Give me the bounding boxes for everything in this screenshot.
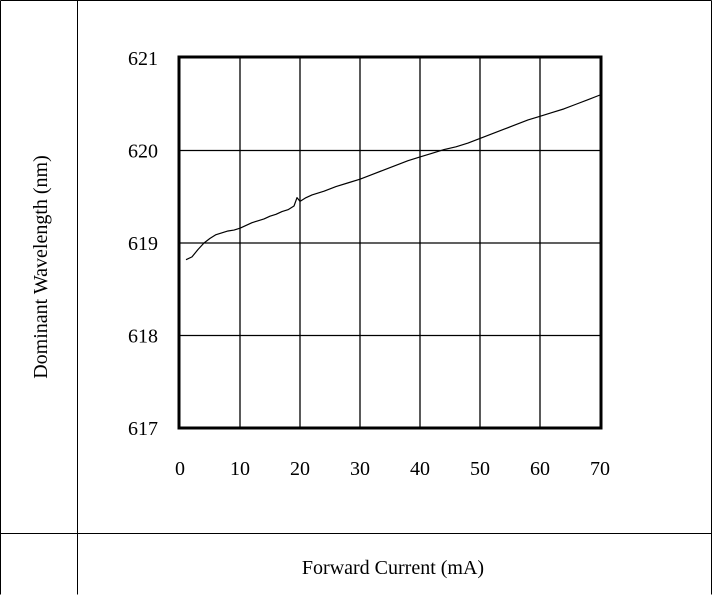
x-axis-label: Forward Current (mA) — [302, 557, 484, 579]
x-tick-label: 50 — [470, 458, 490, 480]
y-tick-label: 619 — [128, 233, 158, 255]
grid — [180, 58, 600, 428]
x-tick-label: 30 — [350, 458, 370, 480]
y-tick-label: 617 — [128, 418, 158, 440]
x-tick-label: 40 — [410, 458, 430, 480]
y-tick-label: 621 — [128, 48, 158, 70]
x-tick-label: 60 — [530, 458, 550, 480]
x-tick-label: 10 — [230, 458, 250, 480]
y-tick-label: 618 — [128, 326, 158, 348]
x-tick-label: 70 — [590, 458, 610, 480]
series-line — [185, 94, 601, 261]
plot-frame — [177, 55, 603, 430]
x-tick-label: 20 — [290, 458, 310, 480]
x-tick-label: 0 — [175, 458, 185, 480]
y-axis-label: Dominant Wavelength (nm) — [30, 155, 52, 379]
y-tick-label: 620 — [128, 141, 158, 163]
x-tick-labels: 0 10 20 30 40 50 60 70 — [175, 458, 610, 480]
y-tick-labels: 617 618 619 620 621 — [128, 48, 158, 440]
